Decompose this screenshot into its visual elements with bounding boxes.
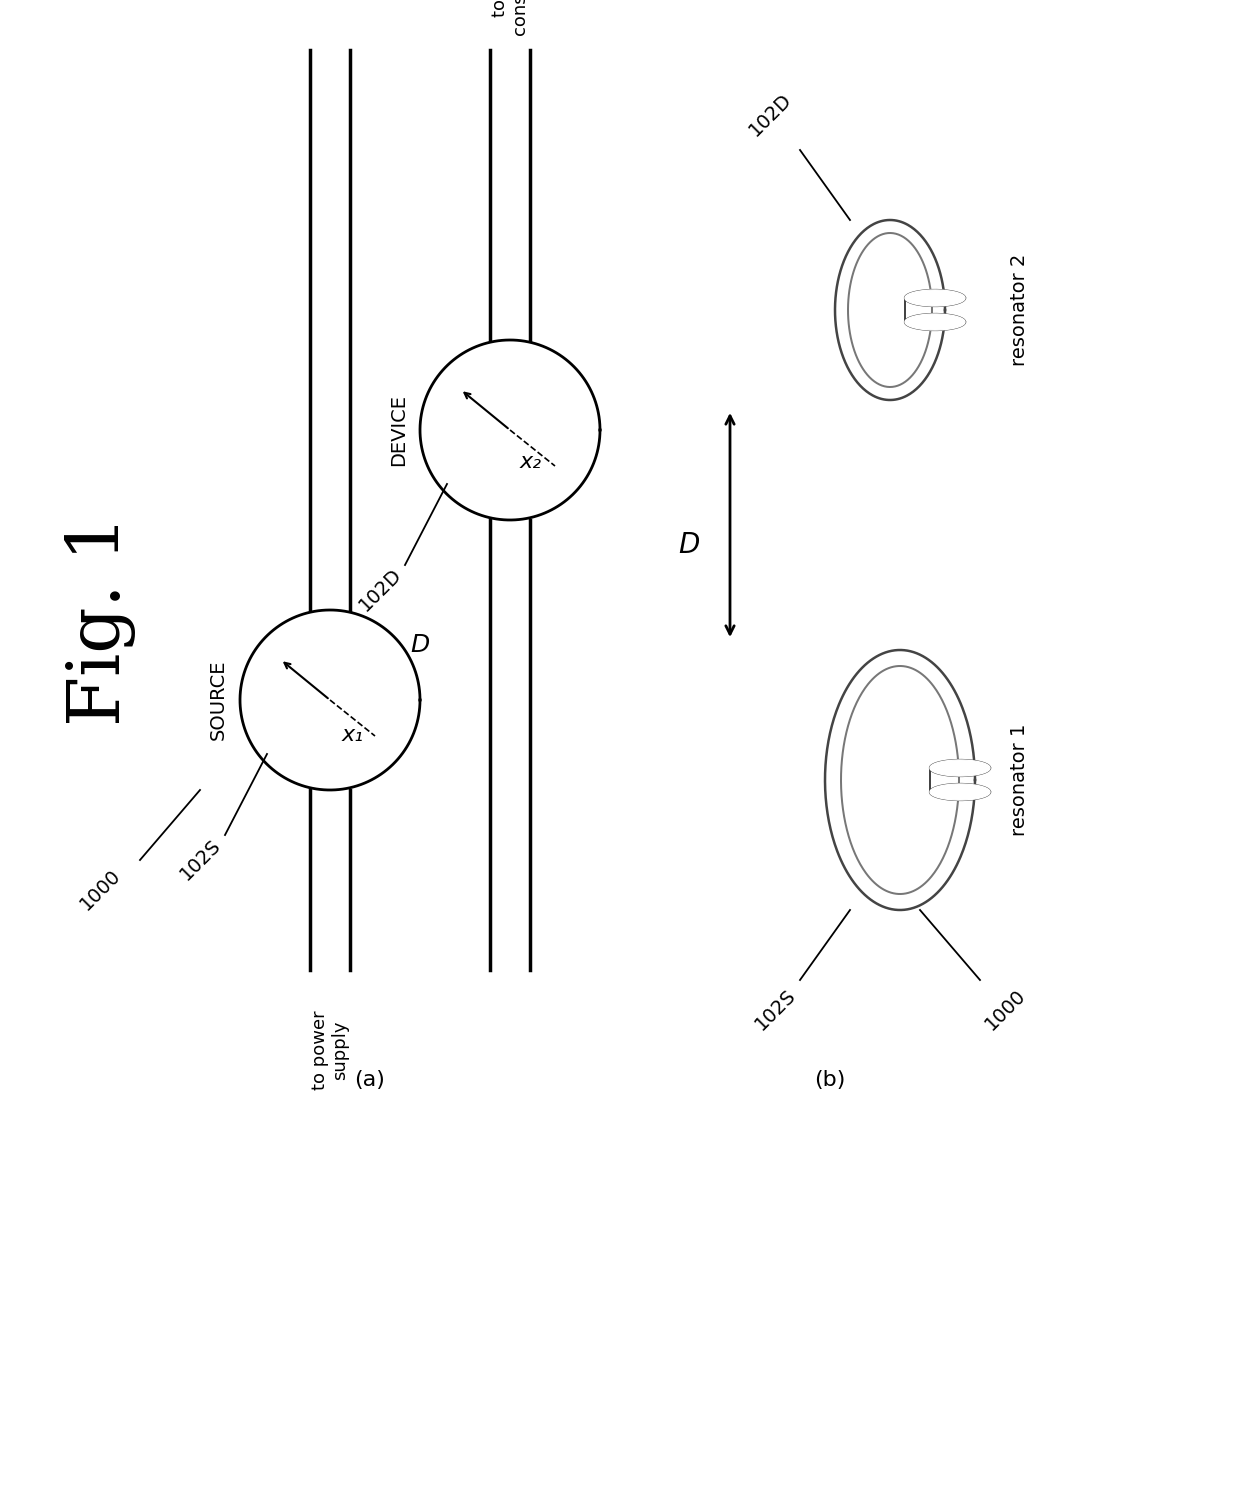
Text: to power
supply: to power supply — [310, 1010, 350, 1090]
Text: (b): (b) — [815, 1070, 846, 1090]
Text: 102D: 102D — [745, 90, 795, 139]
Text: x₂: x₂ — [520, 453, 542, 472]
Text: Fig. 1: Fig. 1 — [64, 514, 135, 726]
Text: 1000: 1000 — [981, 986, 1029, 1034]
Text: SOURCE: SOURCE — [210, 660, 228, 741]
Text: 102D: 102D — [355, 565, 405, 615]
Polygon shape — [930, 784, 990, 800]
Text: (a): (a) — [355, 1070, 386, 1090]
Text: D: D — [410, 633, 429, 657]
Text: 102S: 102S — [176, 836, 224, 884]
Text: resonator 1: resonator 1 — [1011, 724, 1029, 836]
Text: 102S: 102S — [751, 986, 799, 1034]
Text: x₁: x₁ — [342, 726, 365, 745]
Polygon shape — [930, 760, 990, 776]
Polygon shape — [905, 289, 965, 306]
Text: DEVICE: DEVICE — [389, 394, 408, 466]
Text: resonator 2: resonator 2 — [1011, 253, 1029, 366]
Text: to power
consumption: to power consumption — [491, 0, 529, 34]
Text: 1000: 1000 — [76, 866, 124, 914]
Text: D: D — [678, 531, 701, 559]
Polygon shape — [905, 313, 965, 330]
